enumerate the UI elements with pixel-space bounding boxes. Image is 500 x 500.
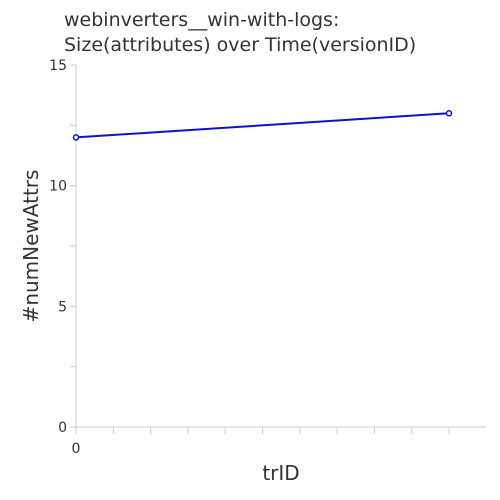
y-axis-label: #numNewAttrs xyxy=(19,170,43,323)
y-tick-label: 5 xyxy=(58,299,67,315)
series xyxy=(72,110,453,141)
x-tick-label: 0 xyxy=(72,441,81,457)
data-point xyxy=(72,134,80,141)
chart-title-line-1: webinverters__win-with-logs: xyxy=(64,9,339,31)
ticks: 0 5 10 15 0 xyxy=(49,58,450,457)
chart-title-line-2: Size(attributes) over Time(versionID) xyxy=(64,34,416,56)
x-axis-label: trID xyxy=(262,461,299,485)
y-tick-label: 10 xyxy=(49,179,67,195)
axes xyxy=(75,65,486,428)
y-tick-label: 0 xyxy=(58,420,67,436)
series-line xyxy=(75,112,450,139)
data-point xyxy=(445,110,453,117)
y-tick-label: 15 xyxy=(49,58,67,74)
